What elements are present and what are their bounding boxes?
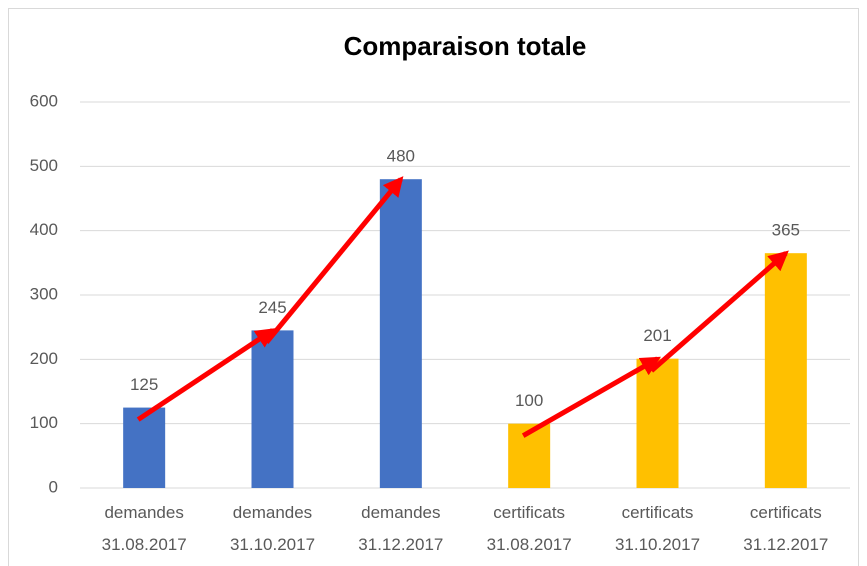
value-label: 100: [515, 391, 543, 410]
y-tick-label: 500: [30, 156, 58, 175]
x-tick-label: demandes 31.10.2017: [229, 503, 316, 554]
bar: [764, 253, 807, 488]
x-tick-label: demandes 31.12.2017: [358, 503, 444, 554]
chart-title: Comparaison totale: [344, 31, 587, 61]
bar: [636, 358, 679, 488]
bar: [379, 179, 422, 488]
x-tick-label: certificats 31.10.2017: [614, 503, 701, 554]
bar: [123, 407, 166, 488]
y-tick-label: 100: [30, 413, 58, 432]
value-label: 365: [772, 221, 800, 240]
value-label: 201: [643, 326, 671, 345]
trend-arrow: [521, 356, 661, 438]
x-tick-label: demandes 31.08.2017: [101, 503, 187, 554]
trend-arrow: [649, 250, 789, 373]
y-tick-label: 0: [49, 477, 58, 496]
trend-arrow: [264, 176, 404, 344]
value-label: 245: [258, 298, 286, 317]
x-tick-label: certificats 31.12.2017: [743, 503, 829, 554]
y-tick-label: 600: [30, 91, 58, 110]
x-tick-label: certificats 31.08.2017: [486, 503, 572, 554]
value-label: 125: [130, 375, 158, 394]
trend-arrow: [136, 328, 276, 422]
y-tick-label: 200: [30, 349, 58, 368]
chart-border: [8, 8, 859, 566]
y-tick-label: 400: [30, 220, 58, 239]
value-label: 480: [387, 147, 415, 166]
bar: [251, 330, 294, 488]
y-tick-label: 300: [30, 284, 58, 303]
